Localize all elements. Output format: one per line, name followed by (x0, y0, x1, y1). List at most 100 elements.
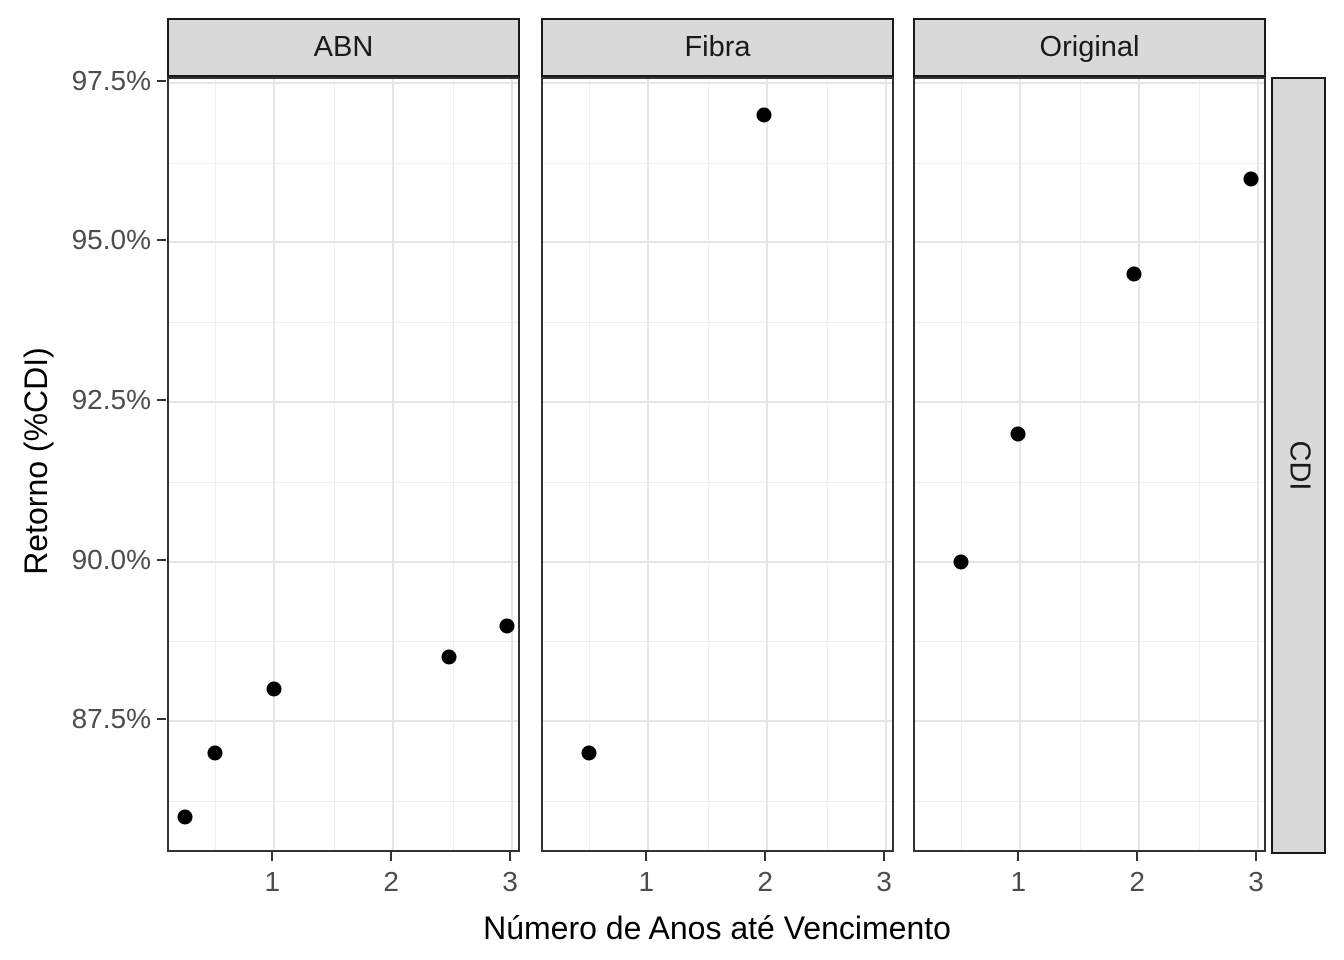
gridline-h-minor (543, 641, 892, 643)
x-axis-title: Número de Anos até Vencimento (483, 910, 951, 946)
x-tick-label: 3 (502, 866, 518, 897)
gridline-h-minor (915, 162, 1264, 164)
gridline-h-major (915, 81, 1264, 84)
gridline-v-minor (214, 79, 216, 850)
gridline-h-minor (543, 162, 892, 164)
gridline-h-minor (169, 481, 518, 483)
gridline-h-minor (169, 801, 518, 802)
x-tick-mark (1017, 852, 1020, 861)
gridline-v-major (511, 79, 513, 850)
x-tick-mark (1255, 852, 1257, 861)
x-tick-mark (509, 852, 511, 861)
gridline-h-major (169, 401, 518, 403)
gridline-h-minor (543, 322, 892, 324)
gridline-h-major (169, 720, 518, 723)
data-point (266, 681, 282, 697)
x-tick-label: 2 (1129, 866, 1145, 897)
gridline-h-minor (169, 322, 518, 324)
y-tick-label: 92.5% (71, 384, 151, 415)
gridline-h-major (543, 81, 892, 84)
gridline-h-minor (915, 322, 1264, 324)
gridline-h-major (915, 720, 1264, 723)
gridline-h-major (543, 560, 892, 563)
gridline-v-major (1019, 79, 1022, 850)
gridline-v-minor (1079, 79, 1081, 850)
x-tick-label: 2 (383, 866, 399, 897)
y-tick-mark (157, 239, 166, 242)
data-point (953, 554, 969, 570)
x-tick-label: 1 (1010, 866, 1027, 897)
x-tick-mark (883, 852, 885, 861)
gridline-v-major (273, 79, 276, 850)
gridline-v-minor (960, 79, 962, 850)
y-tick-mark (157, 79, 166, 82)
facet-strip-label: Original (1039, 31, 1140, 63)
gridline-v-minor (707, 79, 709, 850)
x-tick-label: 2 (757, 866, 773, 897)
gridline-v-minor (333, 79, 335, 850)
x-tick-label: 1 (638, 866, 655, 897)
x-tick-mark (271, 852, 274, 861)
gridline-v-major (1138, 79, 1141, 850)
x-tick-mark (390, 852, 393, 861)
data-point (207, 745, 223, 761)
data-point (177, 809, 193, 825)
gridline-v-minor (826, 79, 828, 850)
facet-strip-label: Fibra (684, 31, 751, 63)
row-facet-strip-label: CDI (1282, 440, 1315, 491)
y-tick-mark (157, 399, 166, 401)
gridline-h-minor (543, 801, 892, 802)
y-tick-mark (157, 558, 166, 561)
y-tick-label: 97.5% (71, 64, 151, 96)
gridline-v-major (647, 79, 650, 850)
gridline-h-minor (915, 641, 1264, 643)
facet-panel-abn (167, 77, 520, 852)
facet-panel-original (913, 77, 1266, 852)
facet-strip-abn: ABN (167, 18, 520, 77)
data-point (1010, 426, 1026, 442)
y-tick-mark (157, 718, 166, 721)
gridline-v-minor (452, 79, 454, 850)
x-tick-mark (764, 852, 767, 861)
gridline-v-major (885, 79, 887, 850)
y-tick-label: 95.0% (71, 224, 151, 256)
x-tick-label: 1 (264, 866, 281, 897)
gridline-h-minor (915, 481, 1264, 483)
gridline-h-major (169, 81, 518, 84)
y-tick-label: 87.5% (71, 703, 151, 735)
facet-strip-original: Original (913, 18, 1266, 77)
x-tick-mark (1136, 852, 1139, 861)
data-point (1126, 266, 1142, 282)
data-point (581, 745, 597, 761)
gridline-h-major (543, 720, 892, 723)
y-axis-title: Retorno (%CDI) (18, 347, 54, 575)
gridline-v-minor (1198, 79, 1200, 850)
row-facet-strip-cdi: CDI (1271, 77, 1326, 854)
data-point (441, 649, 457, 665)
gridline-h-major (915, 560, 1264, 563)
gridline-v-major (1257, 79, 1259, 850)
data-point (1243, 171, 1259, 187)
y-tick-label: 90.0% (71, 543, 151, 575)
gridline-v-major (766, 79, 769, 850)
gridline-h-major (169, 560, 518, 563)
gridline-v-major (392, 79, 395, 850)
gridline-h-major (543, 401, 892, 403)
gridline-h-minor (169, 641, 518, 643)
data-point (499, 618, 515, 633)
gridline-h-major (915, 241, 1264, 244)
gridline-h-minor (915, 801, 1264, 802)
gridline-v-minor (588, 79, 590, 850)
data-point (756, 107, 772, 123)
gridline-h-major (543, 241, 892, 244)
gridline-h-minor (543, 481, 892, 483)
x-tick-label: 3 (876, 866, 892, 897)
facet-strip-label: ABN (313, 31, 374, 63)
gridline-h-major (915, 401, 1264, 403)
x-tick-mark (645, 852, 648, 861)
facet-strip-fibra: Fibra (541, 18, 894, 77)
x-tick-label: 3 (1248, 866, 1264, 897)
gridline-h-minor (169, 162, 518, 164)
facet-panel-fibra (541, 77, 894, 852)
